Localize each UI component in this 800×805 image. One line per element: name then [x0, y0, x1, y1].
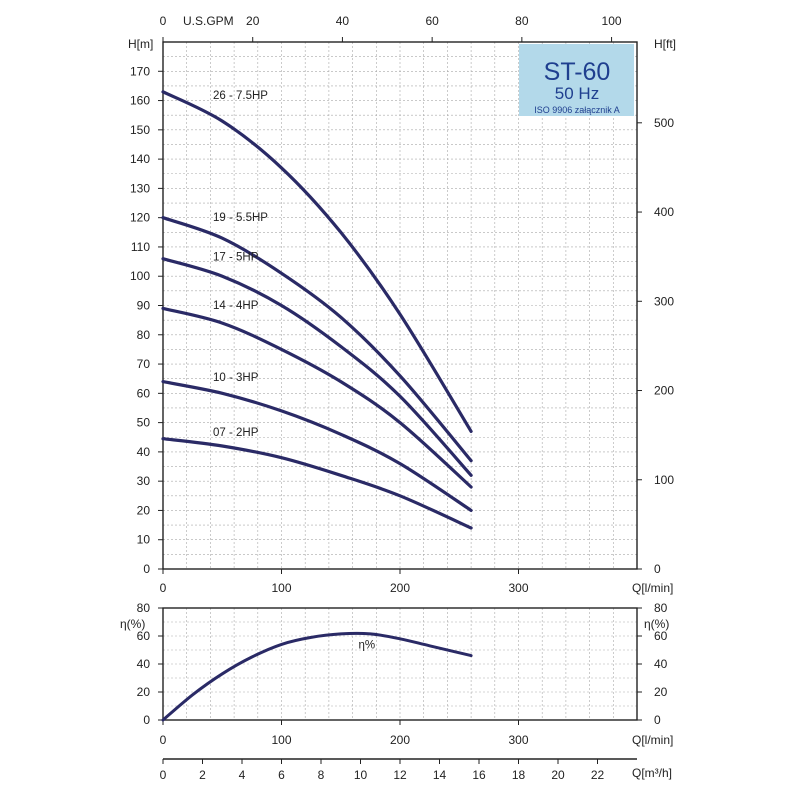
feet-tick-label: 100: [654, 473, 674, 487]
eta-y-tick-label-left: 40: [137, 657, 151, 671]
flow-m3h-tick-label: 10: [354, 768, 368, 782]
gpm-tick-label: 60: [425, 14, 439, 28]
flow-m3h-tick-label: 12: [393, 768, 407, 782]
flow-m3h-tick-label: 14: [433, 768, 447, 782]
head-y-tick-label: 90: [137, 299, 151, 313]
head-x-tick-label: 300: [508, 581, 528, 595]
eta-x-tick-label: 300: [508, 733, 528, 747]
flow-m3h-tick-label: 4: [239, 768, 246, 782]
flow-m3h-tick-label: 2: [199, 768, 206, 782]
head-y-tick-label: 100: [130, 269, 150, 283]
head-y-tick-label: 150: [130, 123, 150, 137]
eta-x-tick-label: 0: [160, 733, 167, 747]
head-y-tick-label: 160: [130, 94, 150, 108]
eta-y-tick-label-left: 80: [137, 601, 151, 615]
flow-m3h-tick-label: 6: [278, 768, 285, 782]
head-y-tick-label: 120: [130, 211, 150, 225]
head-curve-3: [161, 306, 473, 489]
eta-y-tick-label-right: 60: [654, 629, 668, 643]
flow-m3h-tick-label: 0: [160, 768, 167, 782]
eta-axis-label-left: η(%): [120, 617, 145, 631]
eta-y-tick-label-right: 0: [654, 713, 661, 727]
head-curve-label-5: 07 - 2HP: [213, 427, 259, 439]
feet-tick-label: 300: [654, 294, 674, 308]
feet-tick-label: 400: [654, 205, 674, 219]
feet-tick-label: 500: [654, 116, 674, 130]
eta-y-tick-label-left: 60: [137, 629, 151, 643]
eta-y-tick-label-right: 80: [654, 601, 668, 615]
head-y-tick-label: 0: [143, 562, 150, 576]
gpm-tick-label: 80: [515, 14, 529, 28]
head-curve-4: [161, 380, 473, 512]
head-curve-label-2: 17 - 5HP: [213, 252, 259, 264]
head-curve-2: [161, 257, 473, 477]
flow-m3h-tick-label: 16: [472, 768, 486, 782]
head-curve-label-4: 10 - 3HP: [213, 372, 259, 384]
eta-x-axis-label: Q[l/min]: [632, 733, 673, 747]
eta-y-tick-label-left: 20: [137, 685, 151, 699]
feet-tick-label: 200: [654, 384, 674, 398]
frequency-label: 50 Hz: [555, 84, 599, 103]
eta-axis-label-right: η(%): [644, 617, 669, 631]
head-y-tick-label: 40: [137, 445, 151, 459]
flow-m3h-axis-label: Q[m³/h]: [632, 766, 672, 780]
flow-m3h-tick-label: 18: [512, 768, 526, 782]
head-x-tick-label: 0: [160, 581, 167, 595]
efficiency-curve-label: η%: [359, 640, 376, 652]
head-curve-0: [161, 90, 473, 433]
x-axis-label: Q[l/min]: [632, 581, 673, 595]
head-x-tick-label: 100: [271, 581, 291, 595]
head-y-tick-label: 30: [137, 474, 151, 488]
model-badge: ST-60 50 Hz ISO 9906 załącznik A: [519, 44, 634, 116]
head-y-tick-label: 70: [137, 357, 151, 371]
head-curve-5: [161, 437, 473, 530]
flow-m3h-tick-label: 20: [551, 768, 565, 782]
head-y-tick-label: 130: [130, 181, 150, 195]
eta-x-tick-label: 100: [271, 733, 291, 747]
head-y-tick-label: 140: [130, 152, 150, 166]
gpm-tick-label: 100: [602, 14, 622, 28]
y-axis-label-right: H[ft]: [654, 37, 676, 51]
gpm-tick-label: 0: [160, 14, 167, 28]
head-y-tick-label: 10: [137, 533, 151, 547]
eta-y-tick-label-right: 40: [654, 657, 668, 671]
head-y-tick-label: 80: [137, 328, 151, 342]
head-y-tick-label: 50: [137, 416, 151, 430]
feet-tick-label: 0: [654, 562, 661, 576]
head-y-tick-label: 170: [130, 64, 150, 78]
head-curve-1: [161, 216, 473, 463]
gpm-tick-label: 20: [246, 14, 260, 28]
model-badge-background: [519, 44, 634, 116]
gpm-tick-label: 40: [336, 14, 350, 28]
head-x-tick-label: 200: [390, 581, 410, 595]
efficiency-curve: [161, 631, 473, 722]
eta-x-tick-label: 200: [390, 733, 410, 747]
y-axis-label-left: H[m]: [128, 37, 153, 51]
top-axis-label: U.S.GPM: [183, 14, 234, 28]
eta-y-tick-label-left: 0: [143, 713, 150, 727]
head-y-tick-label: 60: [137, 386, 151, 400]
model-name: ST-60: [544, 58, 611, 86]
head-curve-label-0: 26 - 7.5HP: [213, 90, 268, 102]
head-curve-label-3: 14 - 4HP: [213, 300, 259, 312]
head-y-tick-label: 20: [137, 503, 151, 517]
head-curve-label-1: 19 - 5.5HP: [213, 212, 268, 224]
standard-label: ISO 9906 załącznik A: [534, 105, 620, 115]
flow-m3h-tick-label: 8: [318, 768, 325, 782]
flow-m3h-tick-label: 22: [591, 768, 605, 782]
head-y-tick-label: 110: [131, 240, 150, 254]
eta-y-tick-label-right: 20: [654, 685, 668, 699]
